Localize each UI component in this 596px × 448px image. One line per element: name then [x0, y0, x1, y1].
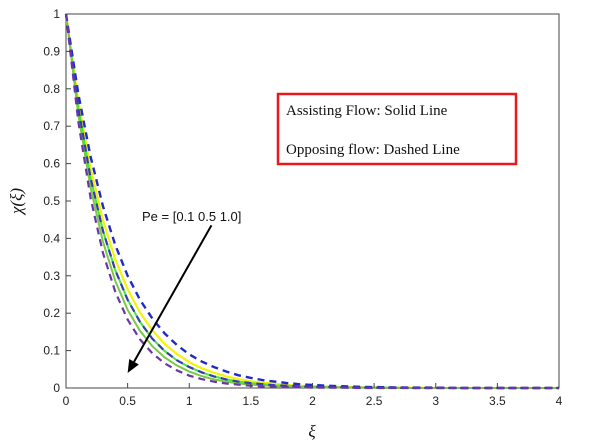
legend-box — [276, 92, 518, 166]
y-tick-label: 0.4 — [43, 231, 60, 245]
ticks-layer: 0 0.5 1 1.5 2 2.5 3 3.5 4 0 0.1 0.2 0.3 0.4 0.5 0.6 0.7 0… — [43, 7, 562, 408]
x-tick-label: 2.5 — [366, 394, 383, 408]
y-tick-label: 0.1 — [43, 344, 60, 358]
x-tick-label: 4 — [556, 394, 563, 408]
y-axis-label: χ(ξ) — [7, 188, 26, 216]
y-tick-label: 0.2 — [43, 306, 60, 320]
y-tick-label: 0.6 — [43, 157, 60, 171]
y-tick-label: 0.5 — [43, 194, 60, 208]
x-axis-label: ξ — [308, 422, 316, 441]
x-tick-label: 0 — [63, 394, 70, 408]
y-tick-label: 0.8 — [43, 82, 60, 96]
legend-line-assisting: Assisting Flow: Solid Line — [286, 103, 448, 119]
y-tick-label: 0.9 — [43, 44, 60, 58]
x-tick-label: 1.5 — [243, 394, 260, 408]
y-tick-label: 0.3 — [43, 269, 60, 283]
annotation-arrowhead — [127, 359, 139, 374]
annotation-text: Pe = [0.1 0.5 1.0] — [142, 209, 241, 224]
x-tick-label: 0.5 — [119, 394, 136, 408]
series-line-4 — [64, 13, 559, 390]
x-tick-label: 3.5 — [489, 394, 506, 408]
y-tick-label: 1 — [53, 7, 60, 21]
x-tick-label: 1 — [186, 394, 193, 408]
y-tick-label: 0 — [53, 381, 60, 395]
y-tick-label: 0.7 — [43, 119, 60, 133]
legend-line-opposing: Opposing flow: Dashed Line — [286, 142, 460, 158]
annotation-arrow — [133, 224, 213, 363]
x-tick-label: 3 — [432, 394, 439, 408]
x-tick-label: 2 — [309, 394, 316, 408]
